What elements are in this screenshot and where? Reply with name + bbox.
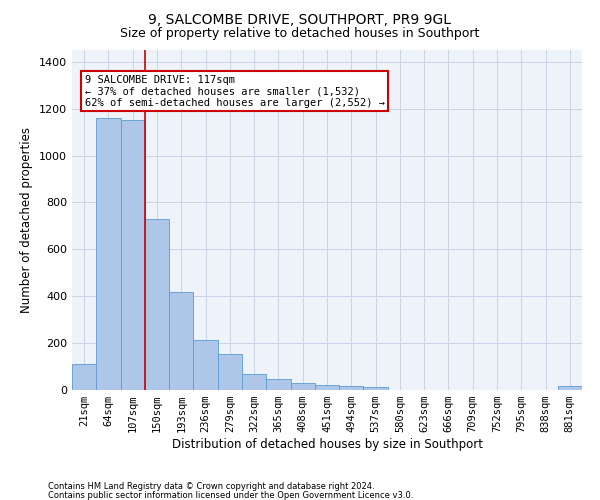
Y-axis label: Number of detached properties: Number of detached properties [20, 127, 34, 313]
Bar [266, 378, 290, 390]
Bar [145, 219, 169, 390]
Text: 9 SALCOMBE DRIVE: 117sqm
← 37% of detached houses are smaller (1,532)
62% of sem: 9 SALCOMBE DRIVE: 117sqm ← 37% of detach… [85, 74, 385, 108]
Text: Size of property relative to detached houses in Southport: Size of property relative to detached ho… [121, 28, 479, 40]
Bar [218, 354, 242, 390]
X-axis label: Distribution of detached houses by size in Southport: Distribution of detached houses by size … [172, 438, 482, 451]
Bar [290, 383, 315, 390]
Bar [242, 374, 266, 390]
Text: Contains public sector information licensed under the Open Government Licence v3: Contains public sector information licen… [48, 490, 413, 500]
Bar [72, 364, 96, 390]
Text: 9, SALCOMBE DRIVE, SOUTHPORT, PR9 9GL: 9, SALCOMBE DRIVE, SOUTHPORT, PR9 9GL [149, 12, 452, 26]
Bar [339, 386, 364, 390]
Bar [169, 292, 193, 390]
Bar [121, 120, 145, 390]
Bar [96, 118, 121, 390]
Bar [193, 340, 218, 390]
Bar [364, 386, 388, 390]
Text: Contains HM Land Registry data © Crown copyright and database right 2024.: Contains HM Land Registry data © Crown c… [48, 482, 374, 491]
Bar [315, 386, 339, 390]
Bar [558, 386, 582, 390]
